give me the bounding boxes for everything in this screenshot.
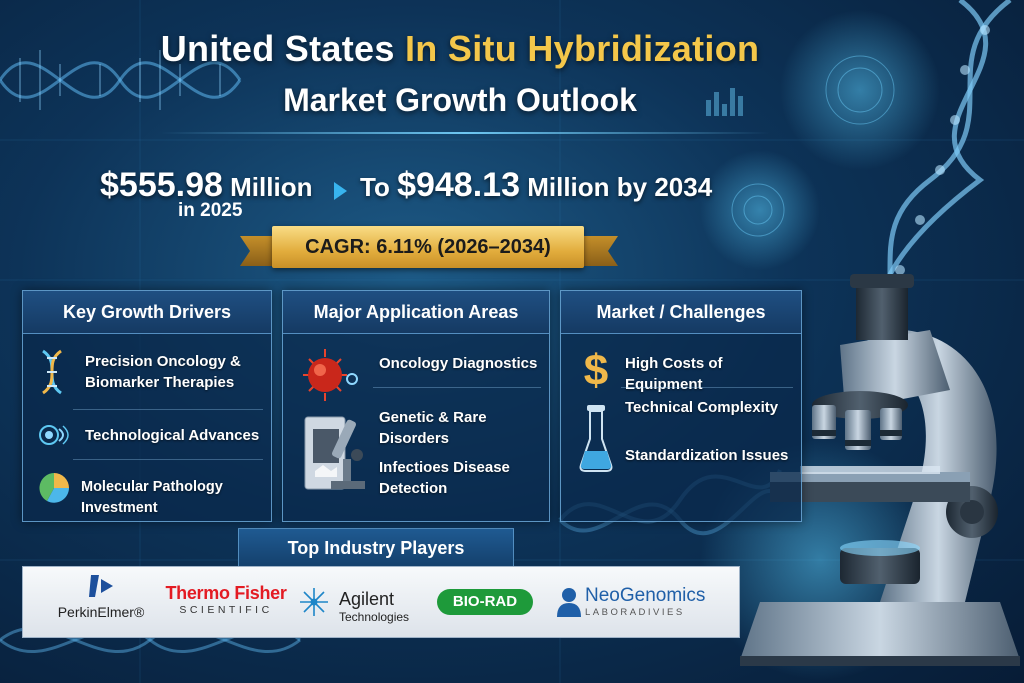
panel-challenges: Market / Challenges $ High Costs of Equi… bbox=[560, 290, 802, 522]
tech-circuit-icon bbox=[39, 425, 69, 445]
application-item-genetic-disorders: Genetic & Rare Disorders bbox=[379, 409, 487, 447]
application-item-oncology-diagnostics: Oncology Diagnostics bbox=[379, 355, 538, 372]
logo-perkinelmer: PerkinElmer® bbox=[37, 575, 165, 620]
driver-item-precision-oncology-line2: Biomarker Therapies bbox=[85, 374, 235, 391]
panel-application-areas: Major Application Areas Oncology Diagnos… bbox=[282, 290, 550, 522]
logo-neogenomics: NeoGenomics LABORADIVIES bbox=[585, 585, 735, 618]
title-divider bbox=[160, 132, 770, 134]
stat-2034: To $948.13 Million by 2034 bbox=[360, 166, 712, 205]
logo-bio-rad: BIO-RAD bbox=[437, 589, 533, 615]
microscope-icon bbox=[304, 416, 365, 490]
stat-2025: $555.98 Million bbox=[100, 166, 312, 205]
panel-challenges-title: Market / Challenges bbox=[561, 291, 801, 334]
logo-agilent-line1: Agilent bbox=[339, 589, 395, 609]
logo-thermo-line1: Thermo Fisher bbox=[165, 583, 287, 603]
stat-2034-value: $948.13 bbox=[397, 166, 520, 204]
driver-item-precision-oncology-line1: Precision Oncology & bbox=[85, 353, 241, 370]
stat-2034-suffix: Million by 2034 bbox=[527, 172, 713, 202]
agilent-spark-icon bbox=[300, 588, 328, 616]
cagr-ribbon: CAGR: 6.11% (2026–2034) bbox=[272, 226, 584, 268]
panel-application-areas-title: Major Application Areas bbox=[283, 291, 549, 334]
stat-2025-unit: Million bbox=[230, 172, 313, 202]
driver-item-precision-oncology: Precision Oncology & Biomarker Therapies bbox=[85, 351, 265, 393]
challenge-item-high-costs: High Costs of Equipment bbox=[625, 355, 723, 393]
svg-text:$: $ bbox=[584, 346, 608, 393]
neogenomics-person-icon bbox=[557, 588, 581, 617]
logo-neogenomics-line2: LABORADIVIES bbox=[585, 607, 685, 618]
title-prefix: United States bbox=[160, 28, 395, 69]
stat-2025-value: $555.98 bbox=[100, 166, 223, 204]
stat-2025-year: in 2025 bbox=[178, 200, 243, 221]
panel-growth-drivers: Key Growth Drivers Precision Oncology & … bbox=[22, 290, 272, 522]
logo-neogenomics-line1: NeoGenomics bbox=[585, 585, 706, 606]
challenge-item-standardization: Standardization Issues bbox=[625, 447, 789, 464]
panel-divider bbox=[73, 459, 263, 460]
application-item-infectious-disease-line2: Detection bbox=[379, 480, 448, 497]
flask-icon bbox=[579, 405, 613, 472]
logo-thermo-fisher: Thermo Fisher SCIENTIFIC bbox=[163, 583, 289, 616]
panel-divider bbox=[73, 409, 263, 410]
challenge-item-technical-complexity: Technical Complexity bbox=[625, 399, 779, 416]
logo-perkinelmer-text: PerkinElmer® bbox=[57, 604, 145, 620]
logo-agilent-line2: Technologies bbox=[339, 610, 410, 624]
application-item-infectious-disease: Infectioes Disease Detection bbox=[379, 457, 547, 499]
application-item-infectious-disease-line1: Infectioes Disease bbox=[379, 459, 510, 476]
driver-item-technological-advances: Technological Advances bbox=[85, 427, 260, 444]
logo-agilent: Agilent Technologies bbox=[339, 589, 439, 624]
panel-divider bbox=[621, 387, 793, 388]
panel-growth-drivers-title: Key Growth Drivers bbox=[23, 291, 271, 334]
stat-2034-prefix: To bbox=[360, 172, 390, 202]
players-title: Top Industry Players bbox=[238, 528, 514, 568]
panel-divider bbox=[373, 387, 541, 388]
pie-chart-icon bbox=[39, 473, 69, 503]
players-logo-bar: PerkinElmer® Thermo Fisher SCIENTIFIC Ag… bbox=[22, 566, 740, 638]
page-title: United States In Situ Hybridization bbox=[0, 28, 920, 70]
perkinelmer-mark-icon bbox=[89, 575, 113, 597]
title-highlight: In Situ Hybridization bbox=[404, 28, 760, 69]
logo-thermo-line2: SCIENTIFIC bbox=[179, 604, 273, 616]
driver-item-molecular-pathology: Molecular Pathology Investment bbox=[81, 479, 223, 516]
cancer-cell-icon bbox=[303, 349, 358, 401]
page-subtitle: Market Growth Outlook bbox=[283, 82, 637, 118]
arrow-right-icon bbox=[334, 182, 347, 200]
dollar-icon: $ bbox=[584, 346, 608, 393]
dna-icon bbox=[42, 349, 62, 395]
